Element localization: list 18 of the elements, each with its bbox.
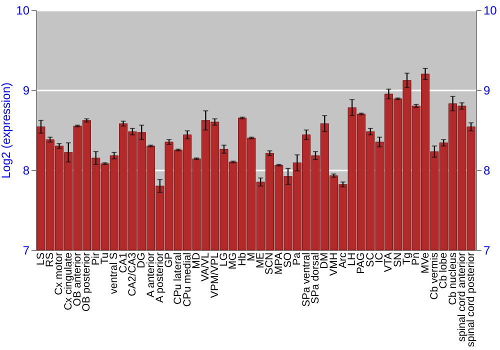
y-tick-label: 7 xyxy=(22,244,30,258)
y2-tick-label: 7 xyxy=(484,244,490,258)
x-tick-label: Cx cingulate xyxy=(62,252,74,310)
x-tick-label: Tg xyxy=(401,252,413,265)
y-tick-label: 9 xyxy=(22,84,30,98)
y2-tick-label: 8 xyxy=(484,164,490,178)
x-tick-label: spinal cord posterior xyxy=(465,252,478,348)
y2-tick-label: 9 xyxy=(484,84,490,98)
x-tick-label: LS xyxy=(34,252,47,266)
x-tick-label: CPu medial xyxy=(181,252,194,307)
x-tick-label: Pa xyxy=(291,252,304,266)
y-axis-title: Log2 (expression) xyxy=(0,82,14,179)
x-tick-label: RS xyxy=(44,252,56,268)
y-tick-label: 10 xyxy=(16,4,30,18)
y-tick-label: 8 xyxy=(22,164,30,178)
x-tick-label: Tu xyxy=(99,252,111,264)
x-tick-label: SPa dorsal xyxy=(309,252,322,304)
y2-tick-label: 10 xyxy=(484,4,498,18)
